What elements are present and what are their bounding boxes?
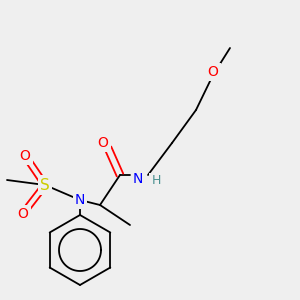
Text: N: N (133, 172, 143, 186)
Text: O: O (98, 136, 108, 150)
Text: O: O (208, 65, 218, 79)
Text: N: N (75, 193, 85, 207)
Text: O: O (20, 149, 30, 163)
Text: O: O (18, 207, 28, 221)
Text: S: S (40, 178, 50, 193)
Text: H: H (151, 175, 161, 188)
